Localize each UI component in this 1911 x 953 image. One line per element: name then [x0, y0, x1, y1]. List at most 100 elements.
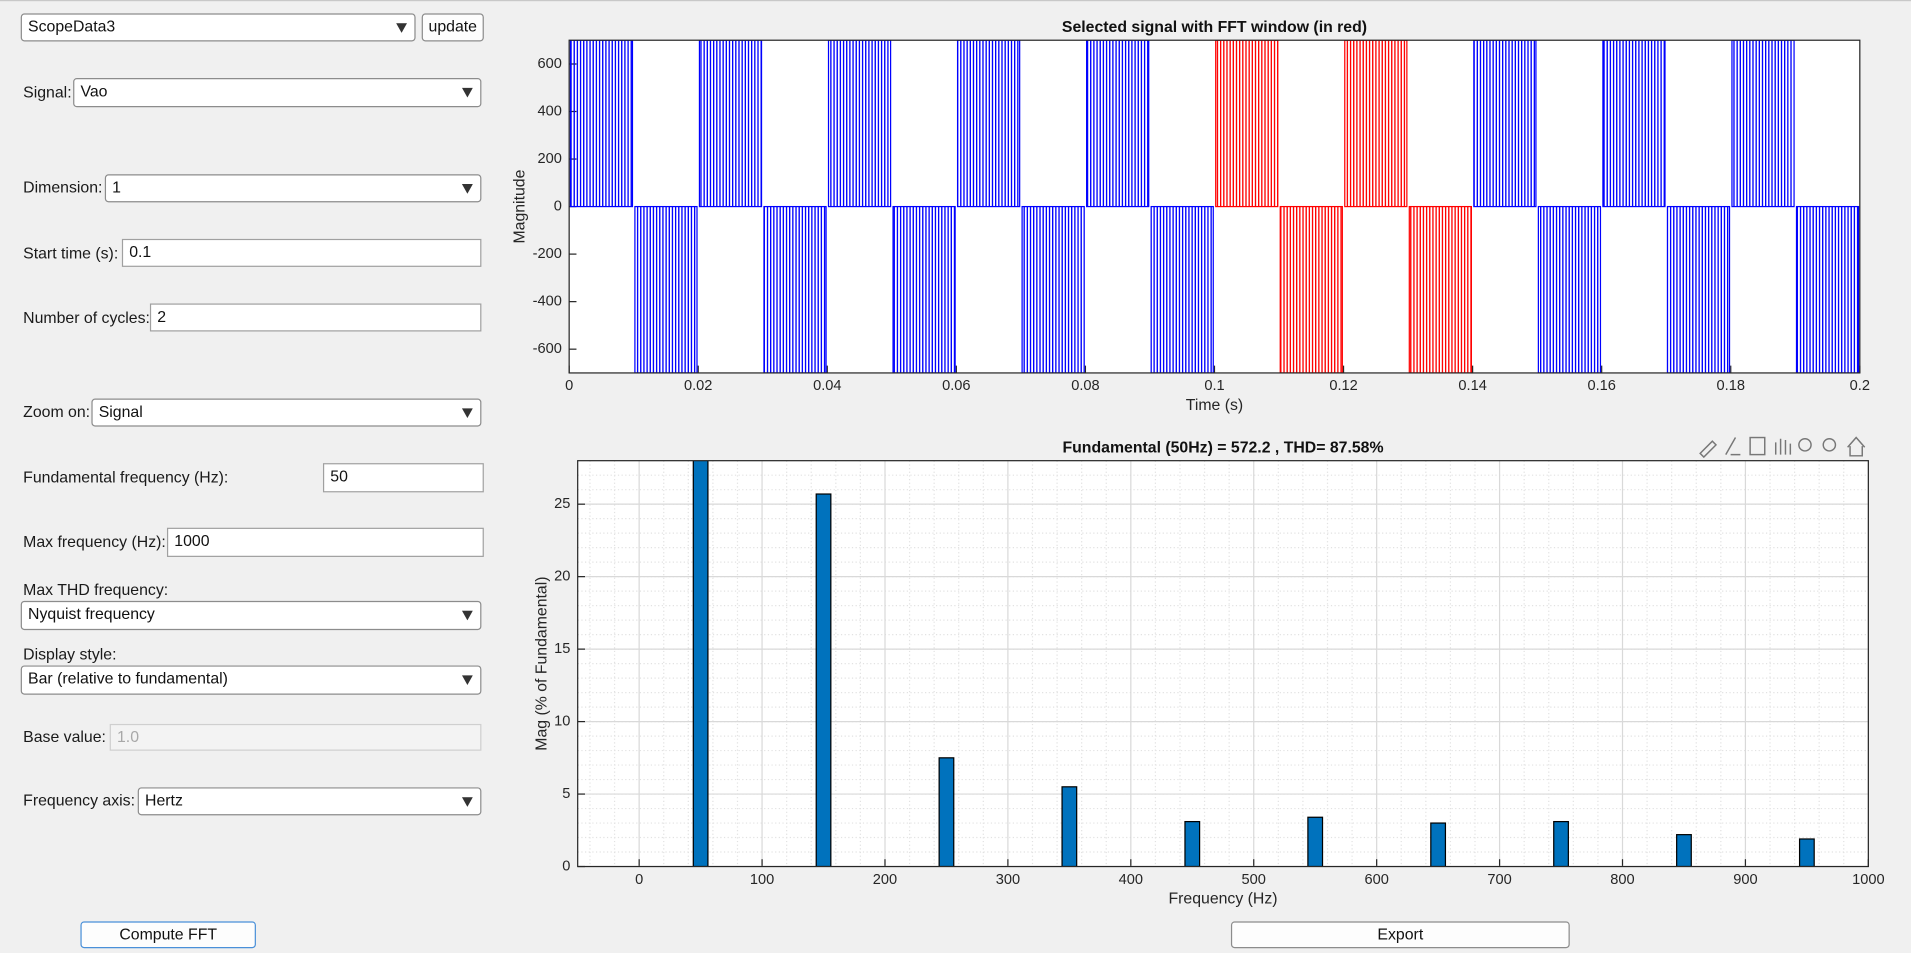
bar [1307, 816, 1324, 867]
pwm-block [1150, 205, 1214, 373]
dropdown-arrow [396, 23, 408, 33]
y-tick-label: -200 [533, 246, 562, 262]
bar [1184, 820, 1201, 867]
max-thd-label: Max THD frequency: [23, 580, 169, 599]
x-tick-label: 0 [635, 872, 643, 888]
start-time-input[interactable]: 0.1 [121, 238, 482, 267]
signal-dropdown[interactable]: Vao [73, 78, 482, 108]
x-tick-label: 0.12 [1329, 378, 1357, 394]
max-frequency-input[interactable]: 1000 [166, 527, 484, 557]
x-tick-label: 800 [1610, 872, 1634, 888]
x-tick-label: 400 [1119, 872, 1143, 888]
frequency-axis-value: Hertz [145, 790, 183, 810]
toolbar-datatip[interactable] [1725, 437, 1741, 456]
bar [1061, 786, 1078, 867]
zoom-dropdown[interactable]: Signal [91, 398, 482, 427]
x-tick-label: 0.18 [1717, 378, 1745, 394]
max-frequency-label: Max frequency (Hz): [23, 532, 166, 551]
pwm-block [634, 205, 698, 373]
export-button[interactable]: Export [1230, 921, 1570, 949]
y-tick-label: 20 [554, 569, 570, 585]
update-button[interactable]: update [421, 13, 484, 42]
toolbar-zoom-out[interactable] [1822, 438, 1837, 452]
bar [692, 460, 709, 867]
toolbar-brush[interactable] [1699, 440, 1718, 459]
display-style-label: Display style: [23, 644, 117, 663]
bar [1676, 834, 1692, 867]
pwm-block [1666, 205, 1731, 373]
x-tick-label: 0.04 [813, 378, 841, 394]
toolbar-zoom-in[interactable] [1798, 438, 1812, 452]
pwm-block [1408, 205, 1473, 373]
pwm-block [763, 205, 827, 373]
y-tick-label: 25 [554, 496, 570, 512]
pwm-block [1021, 205, 1085, 373]
x-tick-label: 200 [873, 872, 897, 888]
dimension-dropdown[interactable]: 1 [104, 174, 482, 203]
dropdown-arrow [461, 610, 473, 621]
y-axis-label: Magnitude [512, 169, 529, 243]
cycles-input[interactable]: 2 [149, 303, 482, 332]
x-tick-label: 900 [1733, 872, 1757, 888]
signal-value: Vao [80, 81, 108, 100]
x-tick-label: 100 [750, 872, 774, 888]
bar [1798, 838, 1815, 867]
dataset-dropdown[interactable]: ScopeData3 [20, 13, 416, 42]
charts: 0 0.02 0.04 0.06 0.08 0.1 0.12 0.14 0.16 0.18 0.2 -… [512, 19, 1885, 908]
dimension-label: Dimension: [23, 177, 103, 197]
cycles-label: Number of cycles: [23, 308, 150, 327]
display-style-value: Bar (relative to fundamental) [28, 669, 228, 688]
start-time-label: Start time (s): [23, 243, 119, 263]
dropdown-arrow [461, 87, 473, 98]
bar [1430, 822, 1447, 867]
plot-area [569, 40, 1860, 373]
y-tick-label: -600 [533, 341, 562, 357]
data-layer [692, 460, 1815, 867]
x-tick-label: 0.14 [1458, 378, 1486, 394]
y-tick-label: 15 [554, 641, 570, 657]
pwm-block [1602, 40, 1666, 208]
bar [815, 493, 832, 867]
display-style-dropdown[interactable]: Bar (relative to fundamental) [20, 665, 482, 695]
data-layer [569, 40, 1860, 373]
x-axis-label: Frequency (Hz) [1168, 891, 1277, 908]
x-axis-label: Time (s) [1186, 397, 1243, 414]
y-tick-label: 0 [562, 858, 570, 874]
toolbar-restore[interactable] [1749, 436, 1766, 456]
dropdown-arrow [461, 184, 473, 194]
pwm-block [1086, 40, 1150, 208]
y-axis-label: Mag (% of Fundamental) [534, 577, 551, 751]
x-tick-label: 0 [565, 378, 573, 394]
dropdown-arrow [461, 408, 473, 419]
max-thd-value: Nyquist frequency [28, 604, 155, 623]
axes-box [568, 39, 1861, 374]
x-tick-label: 700 [1487, 872, 1511, 888]
fundamental-input[interactable]: 50 [322, 463, 484, 493]
zoom-value: Signal [98, 402, 143, 421]
axes-box [577, 460, 1869, 868]
pwm-block [698, 40, 763, 208]
toolbar-pan[interactable] [1774, 438, 1792, 455]
x-tick-label: 0.06 [942, 378, 970, 394]
pwm-block [1473, 40, 1537, 208]
toolbar-home[interactable] [1847, 436, 1866, 457]
base-value-input: 1.0 [109, 723, 482, 751]
y-tick-label: 600 [537, 56, 561, 72]
x-tick-label: 0.02 [684, 378, 712, 394]
max-thd-dropdown[interactable]: Nyquist frequency [20, 600, 482, 631]
x-tick-label: 600 [1364, 872, 1388, 888]
x-tick-label: 0.16 [1587, 378, 1615, 394]
pwm-block [1795, 205, 1860, 373]
pwm-block [892, 205, 956, 373]
pwm-block [1537, 205, 1602, 373]
compute-fft-button[interactable]: Compute FFT [80, 921, 256, 949]
x-tick-label: 0.1 [1204, 378, 1224, 394]
frequency-axis-dropdown[interactable]: Hertz [137, 787, 482, 816]
dataset-value: ScopeData3 [28, 17, 116, 36]
fundamental-label: Fundamental frequency (Hz): [23, 468, 229, 487]
dropdown-arrow [461, 675, 473, 685]
chart-title: Selected signal with FFT window (in red) [1062, 19, 1367, 36]
dropdown-arrow [461, 797, 473, 807]
y-tick-label: 10 [554, 713, 570, 729]
y-tick-label: 200 [537, 151, 561, 167]
